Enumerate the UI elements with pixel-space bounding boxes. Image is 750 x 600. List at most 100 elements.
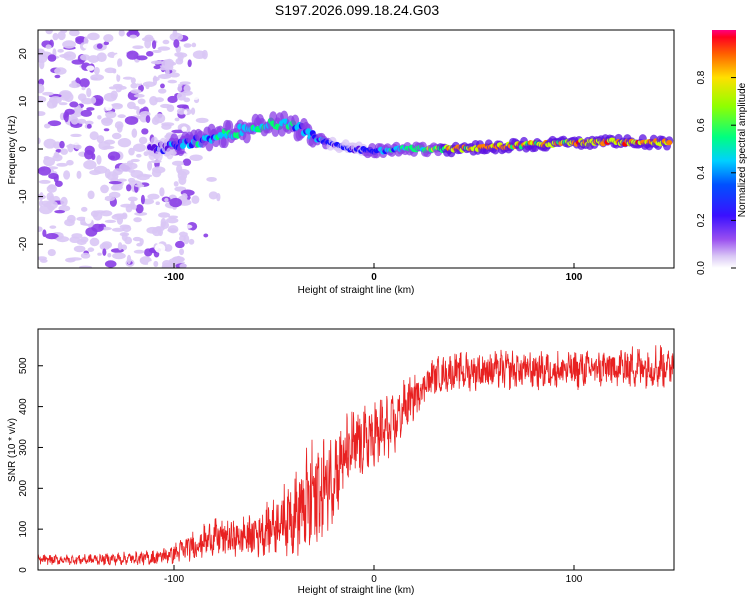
heatmap-cell xyxy=(138,136,148,145)
heatmap-cell xyxy=(288,81,292,86)
heatmap-cell xyxy=(183,84,191,93)
heatmap-cell xyxy=(89,169,101,176)
heatmap-cell xyxy=(171,129,186,134)
heatmap-cell xyxy=(104,67,117,74)
y-tick-label: 500 xyxy=(18,357,29,374)
x-tick-label: -100 xyxy=(164,272,184,283)
heatmap-cell xyxy=(316,91,321,94)
colorbar-ticks: 0.0 0.2 0.4 0.6 0.8 xyxy=(696,70,736,275)
heatmap-cell xyxy=(223,201,229,207)
heatmap-cell xyxy=(282,187,286,193)
heatmap-cell xyxy=(153,65,161,70)
heatmap-cell xyxy=(231,263,236,268)
heatmap-cell xyxy=(158,212,171,218)
snr-y-axis: 0 100 200 300 400 500 xyxy=(18,357,43,573)
heatmap-cell xyxy=(107,252,112,258)
colorbar-tick-label: 0.6 xyxy=(696,118,707,132)
heatmap-cell xyxy=(194,167,198,173)
x-tick-label: 0 xyxy=(371,574,377,585)
heatmap-cell xyxy=(38,166,51,176)
spectrogram-y-axis: 20 10 0 -10 -20 xyxy=(18,48,43,252)
heatmap-cell xyxy=(126,254,132,265)
heatmap-cell xyxy=(98,141,111,151)
heatmap-cell xyxy=(47,249,56,257)
heatmap-cell xyxy=(58,205,71,212)
heatmap-cell xyxy=(132,143,147,152)
y-tick-label: -20 xyxy=(18,237,29,252)
heatmap-cell xyxy=(154,243,166,254)
heatmap-cell xyxy=(176,108,187,115)
heatmap-cell xyxy=(206,176,217,182)
heatmap-cell xyxy=(60,148,68,155)
heatmap-cell xyxy=(86,65,95,71)
heatmap-cell xyxy=(49,225,57,229)
heatmap-cell xyxy=(38,226,43,233)
heatmap-cell xyxy=(214,74,221,80)
heatmap-cell xyxy=(60,30,68,34)
y-tick-label: 0 xyxy=(18,567,29,573)
heatmap-cell xyxy=(73,245,86,253)
heatmap-cell xyxy=(147,160,153,171)
heatmap-cell xyxy=(225,120,234,133)
heatmap-cell xyxy=(146,51,154,57)
heatmap-cell xyxy=(157,46,171,51)
heatmap-cell xyxy=(117,114,126,119)
heatmap-cell xyxy=(179,248,185,256)
heatmap-cell xyxy=(177,85,183,93)
heatmap-cell xyxy=(254,219,263,224)
heatmap-cell xyxy=(210,83,216,86)
heatmap-cell xyxy=(134,211,148,216)
heatmap-cell xyxy=(197,211,204,217)
heatmap-cell xyxy=(81,98,94,105)
heatmap-cell xyxy=(59,53,72,58)
heatmap-cell xyxy=(141,36,155,42)
heatmap-cell xyxy=(126,184,132,192)
heatmap-cell xyxy=(81,206,88,212)
heatmap-cell xyxy=(106,171,119,181)
heatmap-cell xyxy=(119,224,131,229)
heatmap-cell xyxy=(135,204,144,214)
heatmap-cell xyxy=(276,182,286,187)
y-tick-label: 0 xyxy=(18,146,29,152)
heatmap-cell xyxy=(76,170,82,179)
heatmap-cell xyxy=(235,96,243,102)
x-tick-label: -100 xyxy=(164,574,184,585)
heatmap-cell xyxy=(71,59,85,65)
heatmap-cell xyxy=(133,217,142,223)
heatmap-cell xyxy=(172,257,180,262)
heatmap-cell xyxy=(314,209,321,214)
heatmap-cell xyxy=(218,150,223,153)
heatmap-cell xyxy=(57,48,64,53)
heatmap-cell xyxy=(241,95,249,98)
heatmap-cell xyxy=(175,58,184,65)
heatmap-cell xyxy=(114,121,124,130)
heatmap-cell xyxy=(203,48,213,51)
heatmap-cell xyxy=(260,241,267,245)
heatmap-cell xyxy=(111,227,125,232)
heatmap-cell xyxy=(219,258,228,262)
heatmap-cell xyxy=(244,168,254,172)
heatmap-cell xyxy=(80,252,91,259)
heatmap-cell xyxy=(117,178,128,182)
heatmap-cell xyxy=(327,195,334,202)
heatmap-cell xyxy=(122,79,130,84)
heatmap-cell xyxy=(96,52,107,63)
heatmap-cell xyxy=(71,233,83,239)
heatmap-cell xyxy=(189,154,203,161)
y-tick-label: 20 xyxy=(18,48,29,60)
heatmap-cell xyxy=(292,77,299,83)
heatmap-cell xyxy=(325,65,333,69)
heatmap-cell xyxy=(58,102,68,106)
heatmap-cell xyxy=(79,265,92,268)
heatmap-cell xyxy=(158,88,167,94)
heatmap-cell xyxy=(150,60,164,65)
heatmap-cell xyxy=(128,147,135,156)
heatmap-cell xyxy=(177,169,190,176)
heatmap-cell xyxy=(136,153,142,158)
heatmap-cell xyxy=(97,252,102,256)
heatmap-cell xyxy=(337,234,343,240)
heatmap-cell xyxy=(203,233,209,238)
heatmap-cell xyxy=(281,38,290,45)
heatmap-cell xyxy=(260,105,268,109)
heatmap-cell xyxy=(179,81,191,85)
